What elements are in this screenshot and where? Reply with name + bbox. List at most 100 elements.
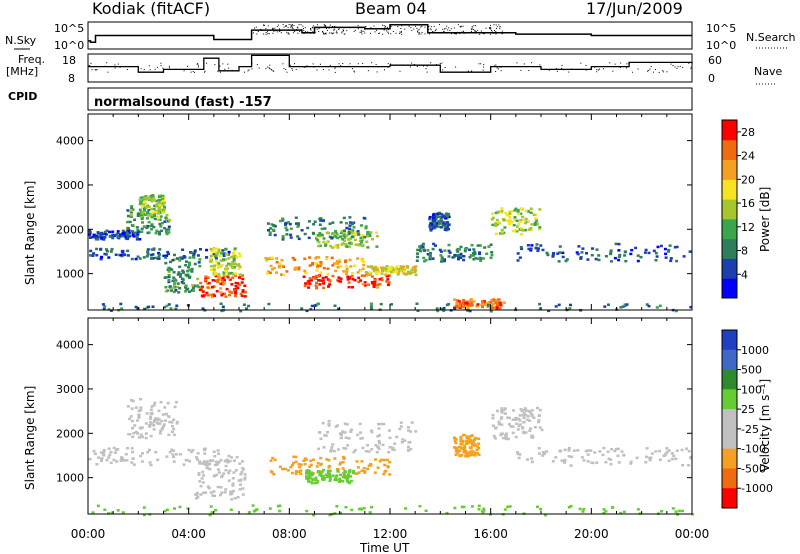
power-region-0 (89, 247, 231, 261)
noise-search-point (272, 32, 274, 34)
noise-search-point (383, 29, 385, 31)
noise-search-point (404, 24, 406, 26)
noise-search-point (364, 32, 366, 34)
noise-search-point (440, 32, 442, 34)
noise-search-point (448, 27, 450, 29)
noise-search-point (287, 29, 289, 31)
nave-point (312, 63, 314, 65)
velocity-panel: 1000 2000 3000 4000 Slant Range [km] (23, 317, 695, 517)
noise-search-point (310, 29, 312, 31)
nave-point (416, 66, 418, 68)
noise-search-point (354, 29, 356, 31)
y-tick-label: 1000 (56, 268, 84, 281)
noise-search-point (287, 32, 289, 34)
noise-search-point (277, 31, 279, 33)
noise-search-point (312, 26, 314, 28)
nave-point (650, 65, 652, 67)
velocity-cbar-tick-label: 25 (741, 403, 755, 416)
noise-search-point (432, 30, 434, 32)
cpid-label: CPID (8, 90, 37, 103)
nave-point (258, 67, 260, 69)
noise-search-point (267, 25, 269, 27)
nave-point (186, 65, 188, 67)
noise-search-point (336, 30, 338, 32)
nave-point (148, 65, 150, 67)
velocity-colorbar-seg (722, 330, 737, 351)
nave-point (95, 69, 97, 71)
nave-point (154, 68, 156, 70)
nave-point (291, 68, 293, 70)
noise-search-point (360, 29, 362, 31)
power-cbar-tick-label: 24 (741, 150, 755, 163)
time-label: 00:00 (675, 527, 710, 541)
nave-point (402, 64, 404, 66)
noise-search-point (428, 25, 430, 27)
nave-point (354, 71, 356, 73)
power-cbar-tick-label: 28 (741, 126, 755, 139)
nave-point (217, 70, 219, 72)
noise-search-point (498, 24, 500, 26)
nave-point (303, 66, 305, 68)
noise-search-point (288, 33, 290, 35)
noise-search-point (421, 32, 423, 34)
nave-point (192, 70, 194, 72)
nave-point (500, 70, 502, 72)
noise-search-point (376, 29, 378, 31)
noise-search-point (413, 28, 415, 30)
nave-point (494, 65, 496, 67)
noise-search-point (317, 24, 319, 26)
nave-point (540, 66, 542, 68)
nave-point (114, 64, 116, 66)
nave-point (483, 66, 485, 68)
power-region-15 (516, 242, 692, 263)
noise-search-point (301, 29, 303, 31)
noise-search-point (400, 28, 402, 30)
power-region-9 (315, 229, 379, 249)
noise-search-point (332, 25, 334, 27)
noise-search-point (290, 27, 292, 29)
noise-search-point (327, 29, 329, 31)
beam-title: Beam 04 (355, 0, 427, 18)
noise-search-point (265, 27, 267, 29)
noise-search-point (493, 24, 495, 26)
noise-search-point (343, 27, 345, 29)
noise-search-point (489, 24, 491, 26)
noise-search-point (299, 31, 301, 33)
nave-point (670, 63, 672, 65)
noise-search-point (429, 28, 431, 30)
noise-search-point (275, 30, 277, 32)
noise-search-point (370, 27, 372, 29)
nave-point (206, 62, 208, 64)
noise-search-point (387, 32, 389, 34)
nave-point (495, 64, 497, 66)
nave-point (650, 62, 652, 64)
nave-point (690, 67, 692, 69)
noise-search-point (433, 31, 435, 33)
nave-point (652, 71, 654, 73)
noise-search-point (331, 32, 333, 34)
noise-search-point (346, 30, 348, 32)
nave-point (646, 70, 648, 72)
noise-search-point (421, 25, 423, 27)
nave-point (377, 66, 379, 68)
power-cbar-tick-label: 16 (741, 197, 755, 210)
nave-point (375, 63, 377, 65)
noise-search-point (363, 30, 365, 32)
nave-point (316, 69, 318, 71)
freq-label-line2: [MHz] (6, 65, 38, 78)
nave-point (598, 69, 600, 71)
noise-search-point (491, 29, 493, 31)
nave-point (539, 64, 541, 66)
velocity-region-6 (452, 433, 481, 458)
noise-search-point (344, 33, 346, 35)
noise-search-point (450, 28, 452, 30)
nave-point (563, 69, 565, 71)
noise-search-point (443, 31, 445, 33)
nave-point (228, 67, 230, 69)
nave-point (160, 62, 162, 64)
nave-point (362, 63, 364, 65)
noise-search-point (370, 32, 372, 34)
power-region-4 (163, 256, 202, 294)
nave-point (598, 68, 600, 70)
noise-search-point (420, 33, 422, 35)
